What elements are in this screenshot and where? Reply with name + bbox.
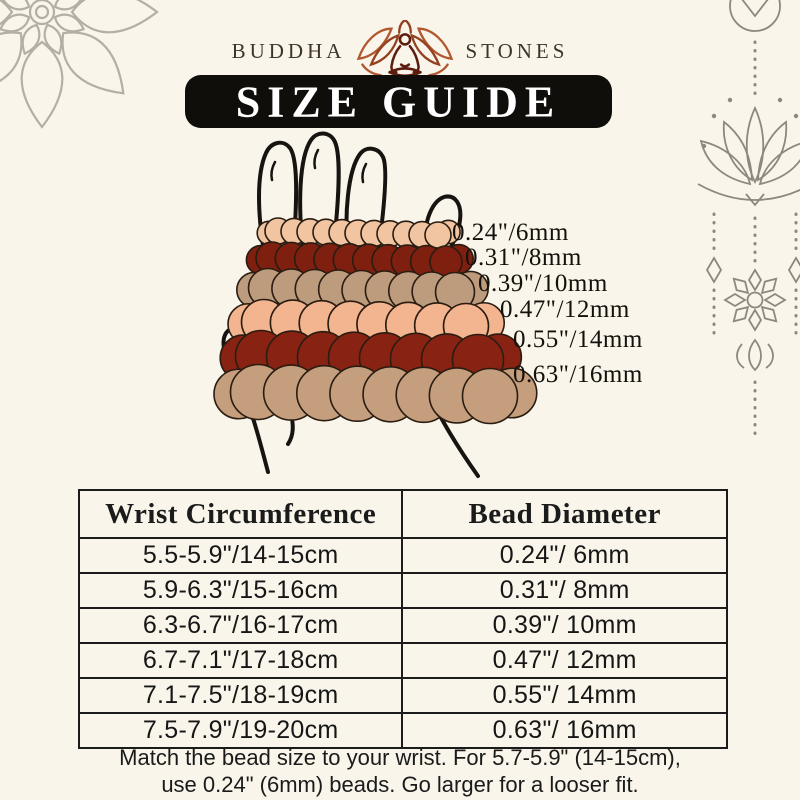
- brand-name-right: STONES: [465, 38, 569, 63]
- bead-size-label: 0.24"/6mm: [452, 219, 569, 246]
- fit-note-line2: use 0.24" (6mm) beads. Go larger for a l…: [161, 772, 639, 797]
- col-header-wrist: Wrist Circumference: [77, 489, 404, 539]
- bead: [424, 221, 452, 249]
- lotus-meditation-icon: [357, 20, 454, 77]
- table-cell: 0.24"/ 6mm: [401, 537, 728, 574]
- table-cell: 5.5-5.9"/14-15cm: [77, 537, 404, 574]
- table-row: 6.7-7.1"/17-18cm 0.47"/ 12mm: [77, 642, 728, 679]
- hanging-lotus-ornament-icon: [697, 0, 800, 442]
- table-row: 6.3-6.7"/16-17cm 0.39"/ 10mm: [77, 607, 728, 644]
- bracelet-row: [236, 267, 489, 313]
- bead-size-label: 0.47"/12mm: [500, 296, 630, 323]
- table-cell: 5.9-6.3"/15-16cm: [77, 572, 404, 609]
- table-cell: 0.55"/ 14mm: [401, 677, 728, 714]
- bead-size-label: 0.55"/14mm: [513, 326, 643, 353]
- table-cell: 6.3-6.7"/16-17cm: [77, 607, 404, 644]
- bead-size-label: 0.39"/10mm: [478, 270, 608, 297]
- table-cell: 6.7-7.1"/17-18cm: [77, 642, 404, 679]
- bead: [461, 367, 519, 425]
- table-row: 5.9-6.3"/15-16cm 0.31"/ 8mm: [77, 572, 728, 609]
- mandala-flower-icon: [0, 0, 159, 129]
- banner-title: SIZE GUIDE: [235, 76, 562, 127]
- table-row: 5.5-5.9"/14-15cm 0.24"/ 6mm: [77, 537, 728, 574]
- brand-logo: BUDDHA STONES: [0, 20, 800, 82]
- table-row: 7.5-7.9"/19-20cm 0.63"/ 16mm: [77, 712, 728, 749]
- table-header-row: Wrist Circumference Bead Diameter: [77, 489, 728, 539]
- col-header-bead: Bead Diameter: [401, 489, 728, 539]
- table-cell: 7.1-7.5"/18-19cm: [77, 677, 404, 714]
- size-guide-banner: SIZE GUIDE: [185, 75, 612, 128]
- table-cell: 0.63"/ 16mm: [401, 712, 728, 749]
- table-cell: 7.5-7.9"/19-20cm: [77, 712, 404, 749]
- bracelet-row: [256, 217, 461, 249]
- table-cell: 0.47"/ 12mm: [401, 642, 728, 679]
- table-cell: 0.31"/ 8mm: [401, 572, 728, 609]
- fit-note-line1: Match the bead size to your wrist. For 5…: [119, 745, 681, 770]
- bead-size-label: 0.63"/16mm: [513, 361, 643, 388]
- size-table-body: 5.5-5.9"/14-15cm 0.24"/ 6mm 5.9-6.3"/15-16…: [77, 537, 728, 749]
- bead-size-label: 0.31"/8mm: [465, 244, 582, 271]
- table-row: 7.1-7.5"/18-19cm 0.55"/ 14mm: [77, 677, 728, 714]
- table-cell: 0.39"/ 10mm: [401, 607, 728, 644]
- fit-note: Match the bead size to your wrist. For 5…: [0, 744, 800, 798]
- size-table: Wrist Circumference Bead Diameter 5.5-5.…: [77, 489, 728, 749]
- brand-name-left: BUDDHA: [231, 38, 346, 63]
- bracelet-row: [213, 363, 538, 425]
